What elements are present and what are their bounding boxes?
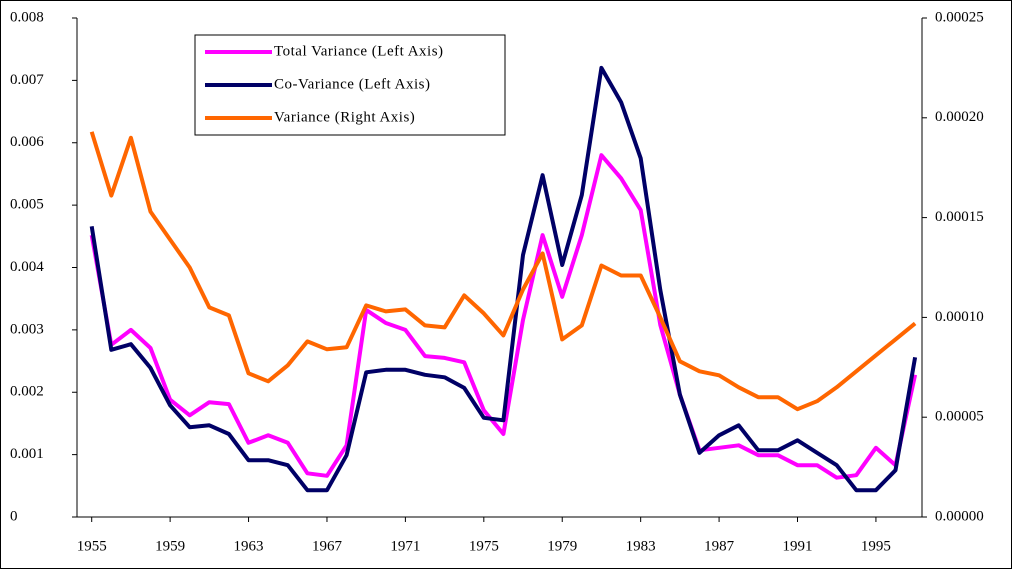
x-tick-label: 1987 — [704, 538, 735, 554]
y2-tick-label: 0.00015 — [935, 209, 984, 225]
series-line — [89, 131, 917, 412]
legend-label: Variance (Right Axis) — [274, 109, 415, 125]
y-tick-label: 0.006 — [10, 134, 44, 150]
y-tick-label: 0.004 — [10, 259, 44, 275]
y-tick-label: 0 — [10, 508, 18, 524]
y-tick-label: 0.003 — [10, 321, 44, 337]
y-tick-label: 0.005 — [10, 197, 44, 213]
series-line — [89, 153, 918, 480]
y2-tick-label: 0.00010 — [935, 309, 984, 325]
y2-tick-label: 0.00020 — [935, 109, 984, 125]
x-tick-label: 1975 — [469, 538, 499, 554]
y-tick-label: 0.007 — [10, 72, 44, 88]
series-line — [89, 65, 918, 493]
y-tick-label: 0.002 — [10, 384, 44, 400]
x-tick-label: 1995 — [861, 538, 891, 554]
x-tick-label: 1983 — [626, 538, 656, 554]
x-tick-label: 1963 — [234, 538, 264, 554]
legend-label: Co-Variance (Left Axis) — [274, 76, 430, 92]
y-tick-label: 0.001 — [10, 446, 44, 462]
y2-tick-label: 0.00000 — [935, 508, 984, 524]
x-tick-label: 1967 — [312, 538, 343, 554]
y2-tick-label: 0.00005 — [935, 409, 984, 425]
x-tick-label: 1959 — [155, 538, 185, 554]
x-tick-label: 1955 — [77, 538, 107, 554]
x-tick-label: 1979 — [547, 538, 577, 554]
y2-tick-label: 0.00025 — [935, 9, 984, 25]
x-tick-label: 1991 — [783, 538, 813, 554]
x-tick-label: 1971 — [390, 538, 420, 554]
legend-label: Total Variance (Left Axis) — [274, 43, 444, 59]
y-tick-label: 0.008 — [10, 9, 44, 25]
